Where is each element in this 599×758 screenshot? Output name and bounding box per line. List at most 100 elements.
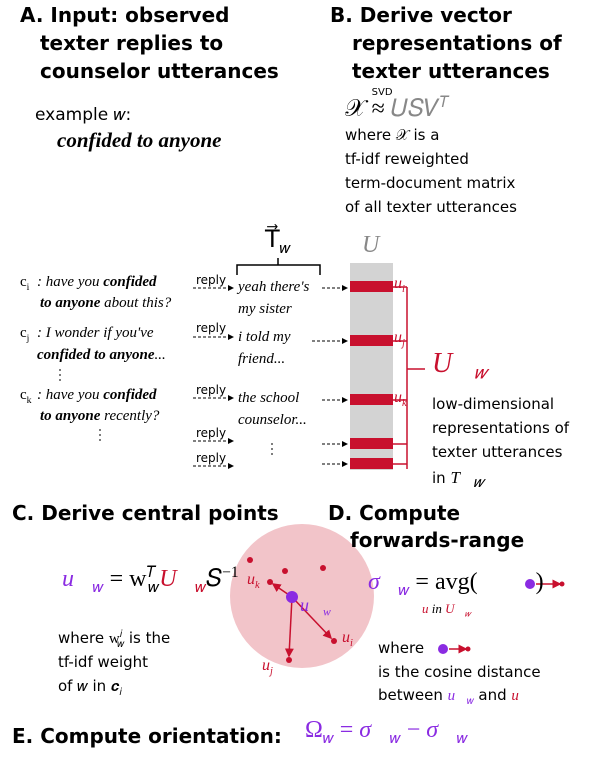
formula-part: −1: [222, 564, 239, 581]
text: about this?: [100, 295, 172, 311]
u: u: [247, 571, 255, 588]
formula: u⃗𝑤 = w𝑇𝑤U⃗𝑤𝑆−1: [62, 565, 239, 595]
point-label: uk: [247, 572, 260, 592]
formula-part: 𝑈𝑆𝑉: [390, 96, 440, 122]
utterance: to anyone recently?: [40, 409, 159, 424]
formula-part: Ω: [305, 717, 323, 743]
u-sub: k: [402, 398, 407, 410]
text: in: [87, 677, 111, 695]
u: u: [262, 657, 270, 674]
text: 𝑤: [464, 608, 471, 619]
t-label-part: T⃗: [265, 227, 280, 253]
note: is the cosine distance: [378, 663, 541, 681]
text: u: [511, 688, 519, 704]
utterance-id: ck: [20, 388, 32, 406]
text: between: [378, 686, 448, 704]
formula-part: σ⃖: [359, 717, 390, 743]
formula-part: U⃗: [159, 566, 196, 592]
formula-part: ≈: [371, 96, 385, 122]
bracket: [393, 286, 425, 469]
title: forwards-range: [350, 528, 525, 552]
text: U⃗: [445, 601, 465, 616]
text: in: [428, 601, 446, 616]
title: C. Derive central points: [12, 501, 279, 525]
u: u: [394, 275, 402, 292]
title: representations of: [352, 31, 562, 55]
description: in T⃗𝑤: [432, 469, 484, 491]
utterance: to anyone about this?: [40, 296, 171, 311]
point-label: uj: [262, 658, 273, 678]
title: D. Compute: [328, 501, 461, 525]
text: 𝑤: [77, 677, 88, 695]
text: ...: [154, 347, 166, 363]
text: u⃗: [447, 688, 467, 704]
description: term-document matrix: [345, 174, 516, 192]
formula-part: 𝑤: [92, 578, 104, 596]
text: 𝑤: [466, 696, 474, 707]
description: low-dimensional: [432, 395, 555, 413]
formula-part: 𝒳: [345, 96, 366, 122]
title: texter utterances: [352, 59, 550, 83]
u-sub: i: [402, 284, 405, 296]
var: T⃗: [450, 468, 474, 487]
point-label: u⃗w: [300, 596, 331, 618]
title: counselor utterances: [40, 59, 279, 83]
text: have you: [45, 387, 104, 403]
t-label-part: 𝑤: [279, 239, 291, 257]
note: between u⃗𝑤 and u: [378, 688, 519, 707]
t-label: T⃗𝑤: [265, 228, 291, 256]
text: and: [473, 686, 512, 704]
sub-note: u in U⃗𝑤: [422, 602, 471, 618]
center-point: [286, 591, 298, 603]
reply: reply: [196, 383, 227, 397]
formula: Ω𝑤 = σ⃖𝑤 − σ⃗𝑤: [305, 718, 468, 746]
formula-part: 𝑆: [206, 566, 223, 592]
title: A. Input: observed: [20, 3, 230, 27]
points: [247, 557, 337, 663]
ellipsis-dots: [59, 369, 273, 455]
text: 𝒄: [110, 677, 120, 695]
u: u⃗: [300, 595, 324, 615]
text: have you: [45, 274, 104, 290]
stripes: [350, 281, 393, 469]
formula-part: 𝑤: [389, 729, 401, 747]
id-sub: i: [26, 282, 30, 293]
id-sub: k: [26, 395, 32, 406]
text: w: [108, 631, 120, 647]
text: is the: [124, 629, 171, 647]
note: where: [378, 639, 425, 657]
text: I wonder if you've: [45, 325, 154, 341]
note: of 𝑤 in 𝒄𝑖: [58, 679, 122, 698]
text: u: [422, 601, 429, 616]
utterance: : I wonder if you've: [37, 325, 154, 341]
reply-arrows: [193, 285, 348, 469]
description: tf-idf reweighted: [345, 150, 469, 168]
u-label: ui: [394, 276, 405, 296]
note: where w𝑖𝑤 is the: [58, 630, 170, 650]
var-sub: 𝑤: [473, 475, 484, 491]
response: yeah there's: [238, 279, 310, 295]
formula-part: 𝑤: [456, 729, 468, 747]
formula-part: σ⃗: [426, 717, 457, 743]
formula-part: 𝑇: [439, 94, 450, 111]
utterance: : have you confided: [37, 274, 157, 290]
u-sub: i: [350, 638, 353, 650]
cluster-circle: [230, 524, 374, 668]
formula-part: =: [333, 717, 360, 743]
response: my sister: [238, 301, 292, 317]
u: u: [394, 329, 402, 346]
id: c: [20, 387, 27, 403]
u-label: uj: [394, 330, 405, 350]
formula-part: 𝑤: [322, 729, 334, 747]
uw: U⃗: [432, 348, 474, 379]
reply: reply: [196, 273, 227, 287]
brace: [236, 258, 321, 275]
u-sub: j: [270, 666, 273, 678]
formula-part: = avg(: [415, 569, 478, 595]
u-label: uk: [394, 390, 407, 410]
title: E. Compute orientation:: [12, 724, 282, 748]
description: where 𝒳 is a: [345, 126, 440, 144]
id: c: [20, 325, 27, 341]
reply: reply: [196, 426, 227, 440]
